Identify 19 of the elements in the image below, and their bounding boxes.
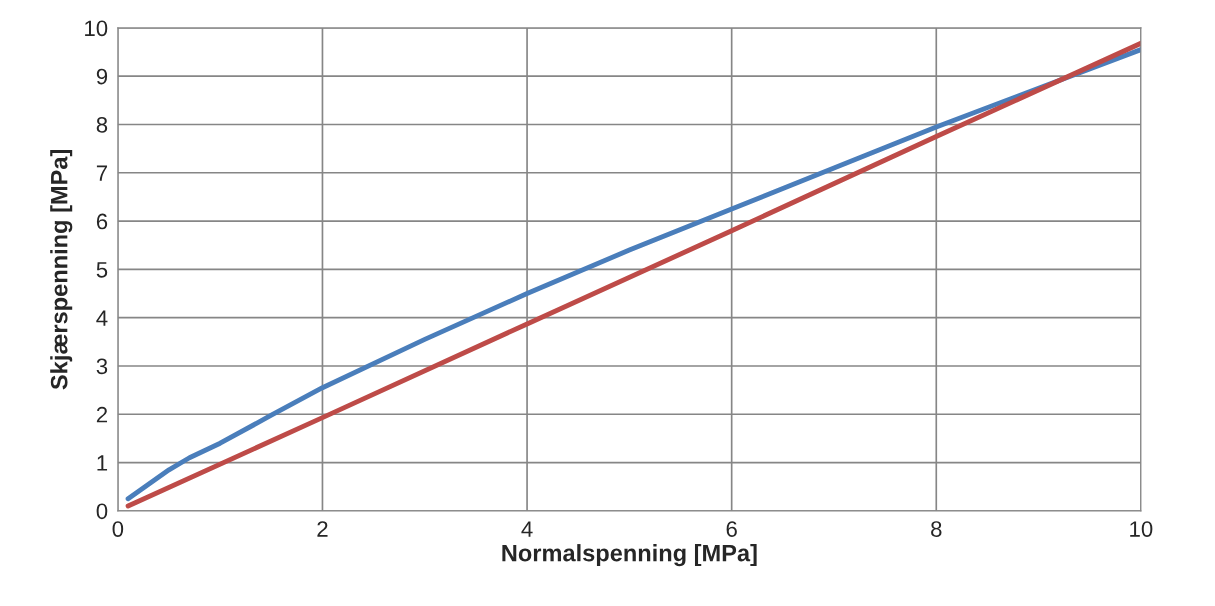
x-tick-label: 10 (1130, 521, 1153, 537)
y-tick-label: 5 (96, 262, 108, 278)
x-axis-title: Normalspenning [MPa] (502, 544, 757, 567)
y-tick-label: 8 (96, 117, 108, 133)
y-tick-label: 6 (96, 213, 108, 230)
y-tick-label: 0 (96, 503, 108, 520)
y-tick-label: 3 (96, 358, 108, 375)
y-tick-label: 10 (85, 20, 108, 37)
x-tick-label: 4 (521, 521, 533, 537)
x-tick-label: 2 (317, 521, 328, 537)
y-tick-label: 7 (96, 165, 108, 181)
y-axis-title: Skjærspenning [MPa] (50, 149, 73, 390)
y-tick-label: 4 (96, 310, 108, 326)
y-tick-label: 9 (96, 68, 108, 85)
y-tick-label: 1 (97, 455, 108, 471)
y-tick-label: 2 (96, 406, 108, 423)
x-tick-label: 0 (112, 521, 124, 537)
x-tick-label: 6 (726, 521, 737, 537)
x-tick-label: 8 (931, 521, 942, 537)
